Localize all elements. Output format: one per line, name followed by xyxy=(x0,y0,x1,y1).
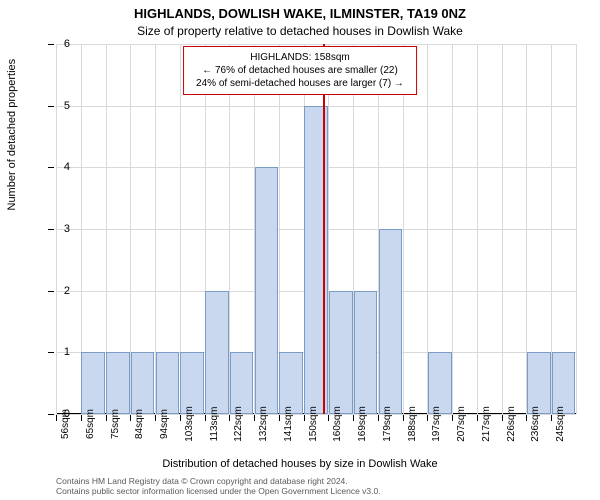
attribution: Contains HM Land Registry data © Crown c… xyxy=(56,476,381,496)
x-tick-label: 141sqm xyxy=(283,406,294,442)
x-tick-label: 169sqm xyxy=(357,406,368,442)
x-tick xyxy=(56,415,57,421)
grid-line xyxy=(56,44,576,45)
x-tick-label: 217sqm xyxy=(481,406,492,442)
bar xyxy=(81,352,105,414)
x-tick-label: 236sqm xyxy=(530,406,541,442)
grid-line xyxy=(452,44,453,414)
bar xyxy=(354,291,378,414)
attribution-line-1: Contains HM Land Registry data © Crown c… xyxy=(56,476,381,486)
x-tick-label: 122sqm xyxy=(233,406,244,442)
info-line-2: ← 76% of detached houses are smaller (22… xyxy=(196,64,404,77)
x-tick-label: 226sqm xyxy=(506,406,517,442)
y-tick xyxy=(48,291,54,292)
bar xyxy=(379,229,403,414)
grid-line xyxy=(403,44,404,414)
y-tick xyxy=(48,414,54,415)
y-tick xyxy=(48,167,54,168)
x-tick-label: 160sqm xyxy=(332,406,343,442)
x-tick xyxy=(279,415,280,421)
x-tick xyxy=(229,415,230,421)
bar xyxy=(279,352,303,414)
x-tick-label: 56sqm xyxy=(60,409,71,439)
x-tick xyxy=(477,415,478,421)
info-box: HIGHLANDS: 158sqm ← 76% of detached hous… xyxy=(183,46,417,95)
bar xyxy=(552,352,576,414)
info-line-1: HIGHLANDS: 158sqm xyxy=(196,51,404,64)
grid-line xyxy=(502,44,503,414)
x-tick xyxy=(526,415,527,421)
x-tick-label: 113sqm xyxy=(209,407,220,442)
y-tick-label: 6 xyxy=(64,38,70,50)
reference-line xyxy=(323,44,325,414)
x-tick xyxy=(502,415,503,421)
x-tick-label: 245sqm xyxy=(555,406,566,442)
y-tick-label: 3 xyxy=(64,223,70,235)
x-tick xyxy=(378,415,379,421)
x-tick xyxy=(205,415,206,421)
x-tick xyxy=(551,415,552,421)
bar xyxy=(230,352,254,414)
y-tick-label: 4 xyxy=(64,161,70,173)
x-tick-label: 197sqm xyxy=(431,406,442,442)
x-tick xyxy=(328,415,329,421)
y-tick-label: 5 xyxy=(64,100,70,112)
x-tick xyxy=(254,415,255,421)
y-axis-label: Number of detached properties xyxy=(6,59,18,211)
x-tick xyxy=(106,415,107,421)
bar xyxy=(255,167,279,414)
x-tick-label: 150sqm xyxy=(308,406,319,442)
x-tick-label: 132sqm xyxy=(258,406,269,442)
y-tick-label: 2 xyxy=(64,285,70,297)
plot-area xyxy=(56,44,576,414)
grid-line xyxy=(477,44,478,414)
x-tick xyxy=(403,415,404,421)
y-tick xyxy=(48,44,54,45)
chart-title: HIGHLANDS, DOWLISH WAKE, ILMINSTER, TA19… xyxy=(0,6,600,21)
x-tick xyxy=(304,415,305,421)
x-tick-label: 65sqm xyxy=(85,409,96,439)
x-tick-label: 75sqm xyxy=(110,409,121,439)
chart-subtitle: Size of property relative to detached ho… xyxy=(0,24,600,38)
bar xyxy=(428,352,452,414)
attribution-line-2: Contains public sector information licen… xyxy=(56,486,381,496)
bar xyxy=(527,352,551,414)
grid-line xyxy=(56,44,57,414)
x-tick xyxy=(452,415,453,421)
y-tick-label: 1 xyxy=(64,346,70,358)
bar xyxy=(156,352,180,414)
bar xyxy=(180,352,204,414)
bar xyxy=(329,291,353,414)
bar xyxy=(205,291,229,414)
x-axis-label: Distribution of detached houses by size … xyxy=(0,458,600,470)
y-tick xyxy=(48,106,54,107)
x-tick-label: 188sqm xyxy=(407,406,418,442)
x-tick-label: 84sqm xyxy=(134,409,145,439)
chart-container: HIGHLANDS, DOWLISH WAKE, ILMINSTER, TA19… xyxy=(0,0,600,500)
x-tick xyxy=(81,415,82,421)
x-tick-label: 103sqm xyxy=(184,406,195,442)
grid-line xyxy=(576,44,577,414)
bar xyxy=(106,352,130,414)
info-line-3: 24% of semi-detached houses are larger (… xyxy=(196,77,404,90)
x-tick xyxy=(427,415,428,421)
x-tick xyxy=(155,415,156,421)
x-tick xyxy=(180,415,181,421)
bar xyxy=(131,352,155,414)
y-tick xyxy=(48,229,54,230)
x-tick-label: 207sqm xyxy=(456,406,467,442)
x-tick-label: 179sqm xyxy=(382,406,393,442)
x-tick xyxy=(130,415,131,421)
y-tick xyxy=(48,352,54,353)
x-tick-label: 94sqm xyxy=(159,409,170,439)
x-tick xyxy=(353,415,354,421)
